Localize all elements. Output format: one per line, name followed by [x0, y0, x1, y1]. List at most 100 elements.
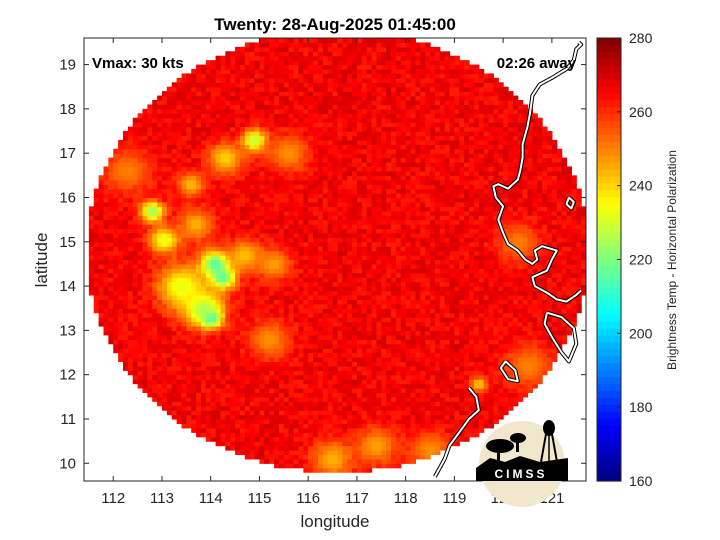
- heatmap-cell: [264, 255, 270, 261]
- heatmap-cell: [381, 414, 387, 420]
- heatmap-cell: [176, 343, 183, 349]
- heatmap-cell: [235, 219, 241, 225]
- heatmap-cell: [327, 241, 334, 247]
- heatmap-cell: [517, 339, 524, 345]
- heatmap-cell: [449, 348, 455, 354]
- heatmap-cell: [327, 445, 334, 451]
- heatmap-cell: [395, 277, 402, 283]
- heatmap-cell: [230, 423, 236, 429]
- heatmap-cell: [225, 263, 231, 269]
- heatmap-cell: [230, 418, 236, 425]
- heatmap-cell: [244, 361, 251, 367]
- heatmap-cell: [342, 392, 348, 398]
- heatmap-cell: [308, 356, 314, 362]
- heatmap-cell: [269, 410, 275, 416]
- heatmap-cell: [356, 281, 363, 287]
- heatmap-cell: [191, 423, 197, 429]
- heatmap-cell: [283, 299, 290, 305]
- heatmap-cell: [522, 268, 529, 274]
- heatmap-cell: [303, 454, 309, 460]
- heatmap-cell: [303, 361, 309, 367]
- heatmap-cell: [288, 449, 295, 456]
- heatmap-cell: [235, 348, 241, 354]
- heatmap-cell: [191, 268, 197, 274]
- heatmap-cell: [269, 299, 275, 305]
- heatmap-cell: [259, 237, 265, 243]
- heatmap-cell: [269, 232, 275, 238]
- heatmap-cell: [542, 356, 548, 362]
- heatmap-cell: [478, 255, 485, 261]
- heatmap-cell: [254, 299, 261, 305]
- heatmap-cell: [517, 312, 524, 318]
- heatmap-cell: [142, 356, 148, 362]
- heatmap-cell: [361, 268, 368, 274]
- heatmap-cell: [308, 396, 314, 402]
- heatmap-cell: [220, 294, 226, 300]
- heatmap-cell: [425, 379, 431, 385]
- heatmap-cell: [278, 436, 285, 442]
- heatmap-cell: [400, 294, 407, 300]
- heatmap-cell: [420, 339, 426, 345]
- heatmap-cell: [488, 410, 494, 416]
- heatmap-cell: [415, 445, 421, 451]
- heatmap-cell: [430, 348, 436, 354]
- heatmap-cell: [293, 387, 300, 393]
- heatmap-cell: [498, 356, 504, 362]
- heatmap-cell: [215, 361, 222, 367]
- heatmap-cell: [483, 290, 490, 296]
- heatmap-cell: [386, 454, 392, 460]
- heatmap-cell: [264, 432, 270, 438]
- heatmap-cell: [210, 312, 217, 318]
- heatmap-cell: [415, 392, 421, 398]
- heatmap-cell: [420, 325, 426, 331]
- heatmap-cell: [444, 387, 451, 393]
- heatmap-cell: [230, 414, 236, 420]
- heatmap-cell: [239, 418, 246, 425]
- heatmap-cell: [298, 445, 304, 451]
- heatmap-cell: [444, 237, 451, 243]
- heatmap-cell: [269, 281, 275, 287]
- heatmap-cell: [556, 334, 563, 340]
- heatmap-cell: [576, 308, 582, 314]
- heatmap-cell: [493, 255, 499, 261]
- heatmap-cell: [215, 352, 222, 358]
- heatmap-cell: [386, 312, 392, 318]
- heatmap-cell: [293, 255, 300, 261]
- heatmap-cell: [488, 277, 494, 283]
- heatmap-cell: [225, 432, 231, 438]
- heatmap-cell: [395, 454, 402, 460]
- heatmap-cell: [391, 246, 397, 252]
- heatmap-cell: [434, 286, 441, 292]
- heatmap-cell: [371, 286, 378, 292]
- heatmap-cell: [347, 454, 353, 460]
- heatmap-cell: [469, 330, 475, 336]
- heatmap-cell: [342, 232, 348, 238]
- heatmap-cell: [308, 370, 314, 376]
- heatmap-cell: [420, 277, 426, 283]
- heatmap-cell: [215, 224, 222, 230]
- heatmap-cell: [147, 215, 153, 221]
- heatmap-cell: [274, 427, 280, 433]
- heatmap-cell: [517, 374, 524, 380]
- heatmap-cell: [215, 325, 222, 331]
- heatmap-cell: [157, 290, 163, 296]
- heatmap-cell: [430, 303, 436, 309]
- heatmap-cell: [381, 352, 387, 358]
- heatmap-cell: [186, 383, 192, 389]
- heatmap-cell: [381, 387, 387, 393]
- heatmap-cell: [313, 432, 319, 438]
- heatmap-cell: [454, 277, 460, 283]
- heatmap-cell: [371, 410, 378, 416]
- heatmap-cell: [434, 441, 441, 447]
- heatmap-cell: [210, 281, 217, 287]
- heatmap-cell: [308, 272, 314, 278]
- heatmap-cell: [308, 232, 314, 238]
- heatmap-cell: [386, 427, 392, 433]
- heatmap-cell: [498, 259, 504, 265]
- heatmap-cell: [88, 210, 95, 216]
- heatmap-cell: [537, 259, 543, 265]
- heatmap-cell: [181, 330, 187, 336]
- heatmap-cell: [157, 317, 163, 323]
- heatmap-cell: [395, 299, 402, 305]
- heatmap-cell: [235, 379, 241, 385]
